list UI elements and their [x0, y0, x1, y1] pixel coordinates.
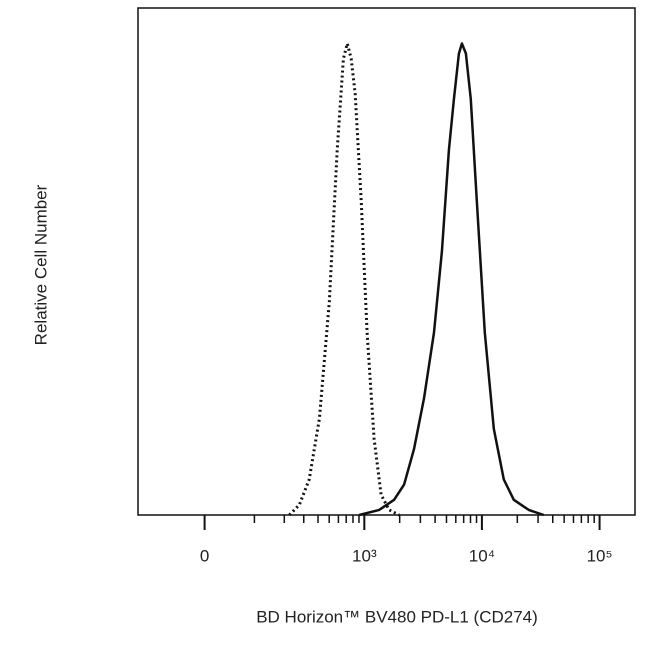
x-tick-label: 10³	[352, 546, 377, 565]
x-tick-label: 10⁵	[587, 546, 613, 565]
histogram-line	[288, 42, 400, 517]
histogram-line	[358, 42, 545, 517]
x-axis-label: BD Horizon™ BV480 PD-L1 (CD274)	[256, 607, 538, 626]
x-tick-label: 10⁴	[469, 546, 495, 565]
plot-frame	[137, 7, 636, 516]
y-axis-label: Relative Cell Number	[31, 184, 50, 345]
x-tick-label: 0	[200, 546, 209, 565]
